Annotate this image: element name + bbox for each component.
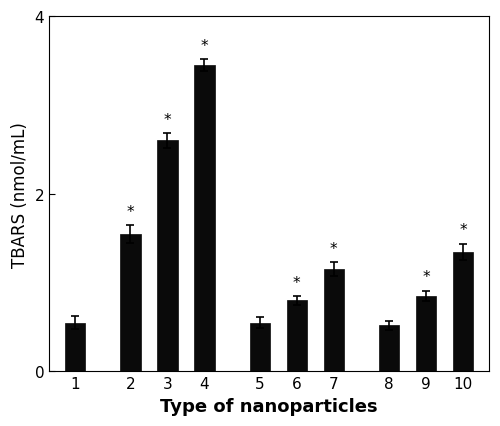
Bar: [120, 234, 141, 371]
Text: *: *: [126, 204, 134, 219]
Text: *: *: [164, 113, 171, 128]
Bar: [416, 296, 436, 371]
Bar: [157, 141, 178, 371]
Y-axis label: TBARS (nmol/mL): TBARS (nmol/mL): [11, 121, 29, 267]
Bar: [65, 323, 85, 371]
Text: *: *: [459, 223, 467, 238]
Text: *: *: [330, 242, 338, 256]
Bar: [194, 66, 214, 371]
Text: *: *: [293, 275, 300, 290]
Text: *: *: [422, 270, 430, 285]
Bar: [453, 252, 473, 371]
Bar: [379, 325, 400, 371]
X-axis label: Type of nanoparticles: Type of nanoparticles: [160, 397, 378, 415]
Bar: [286, 301, 307, 371]
Bar: [250, 323, 270, 371]
Text: *: *: [200, 38, 208, 53]
Bar: [324, 270, 344, 371]
